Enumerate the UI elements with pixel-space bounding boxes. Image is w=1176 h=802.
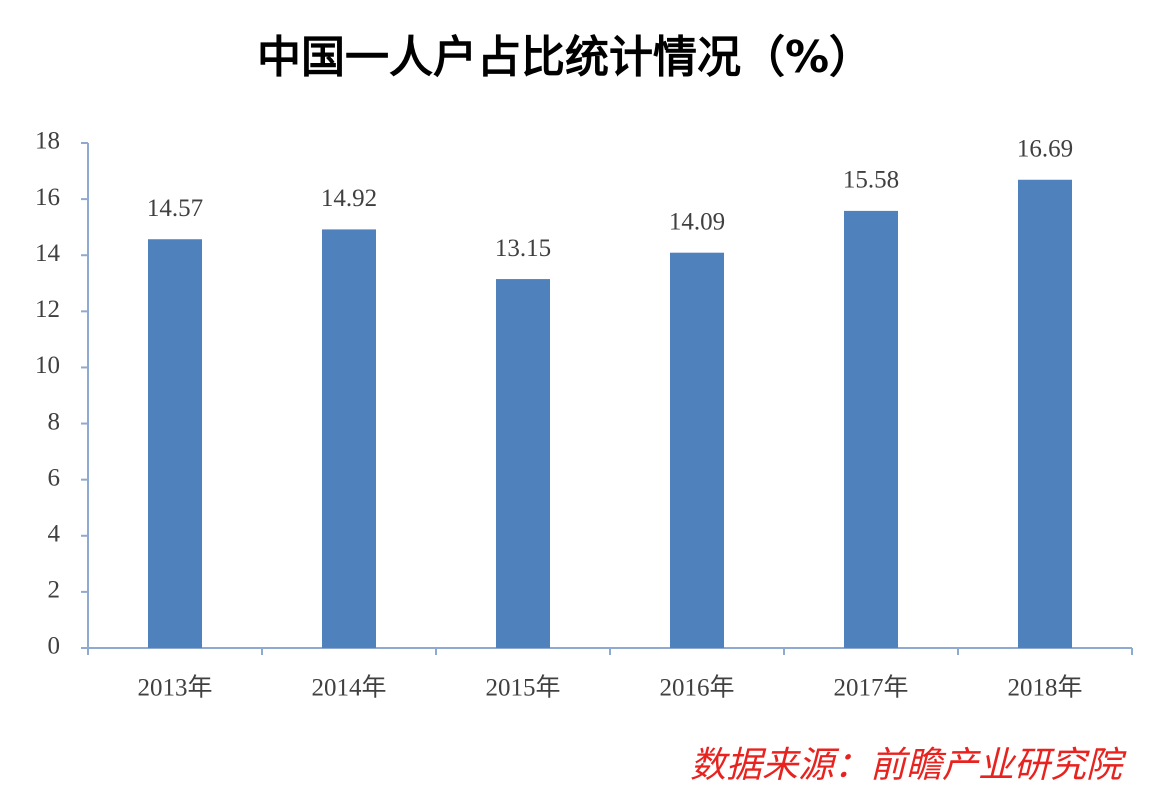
y-tick-label: 0 bbox=[48, 633, 61, 660]
value-label: 13.15 bbox=[495, 235, 551, 262]
bar bbox=[844, 210, 898, 648]
x-tick-label: 2018年 bbox=[1007, 674, 1082, 702]
y-tick-label: 4 bbox=[48, 521, 61, 548]
y-tick-label: 14 bbox=[35, 240, 61, 267]
value-label: 15.58 bbox=[843, 167, 899, 194]
x-tick-label: 2016年 bbox=[659, 674, 734, 702]
value-label: 14.92 bbox=[321, 185, 377, 212]
y-tick-label: 6 bbox=[48, 464, 61, 491]
y-tick-label: 10 bbox=[35, 352, 60, 379]
y-tick-label: 12 bbox=[35, 296, 60, 323]
y-tick-label: 16 bbox=[35, 184, 60, 211]
x-tick-label: 2015年 bbox=[485, 674, 560, 702]
source-note: 数据来源：前瞻产业研究院 bbox=[690, 745, 1127, 786]
bar bbox=[148, 239, 202, 648]
bar bbox=[322, 229, 376, 648]
bar bbox=[496, 279, 550, 648]
bar bbox=[1018, 179, 1072, 648]
chart-title: 中国一人户占比统计情况（%） bbox=[257, 32, 873, 83]
value-label: 14.09 bbox=[669, 208, 725, 235]
x-tick-label: 2014年 bbox=[311, 674, 386, 702]
x-tick-label: 2017年 bbox=[833, 674, 908, 702]
x-tick-label: 2013年 bbox=[137, 674, 212, 702]
bar bbox=[670, 252, 724, 649]
value-label: 14.57 bbox=[147, 195, 203, 222]
y-tick-label: 2 bbox=[48, 577, 61, 604]
y-tick-label: 8 bbox=[48, 408, 61, 435]
y-tick-label: 18 bbox=[35, 128, 60, 155]
value-label: 16.69 bbox=[1017, 135, 1073, 162]
